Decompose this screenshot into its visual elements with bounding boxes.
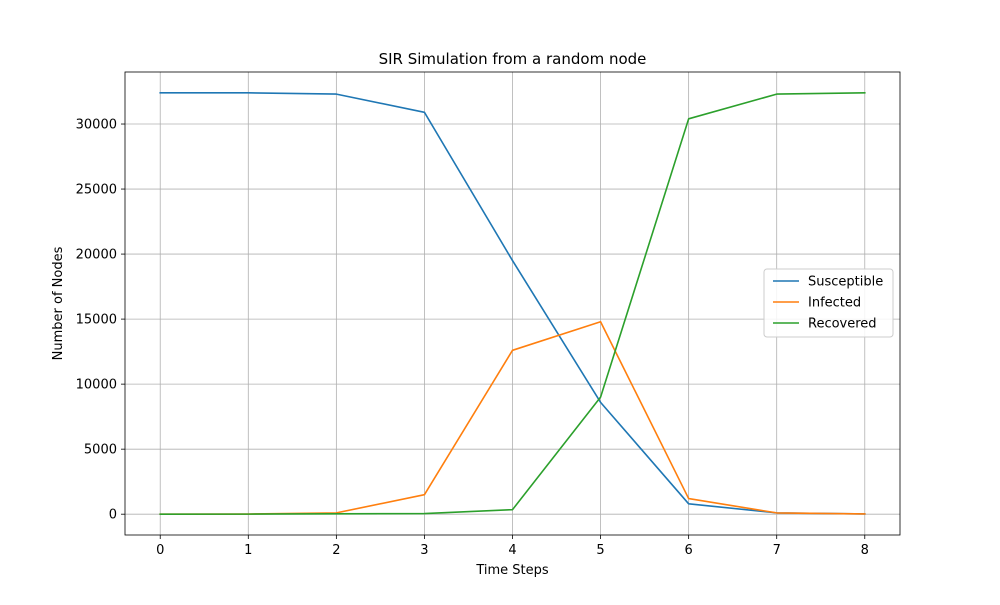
x-tick-label: 5 xyxy=(596,543,604,558)
x-axis-title: Time Steps xyxy=(475,563,549,578)
legend: Susceptible Infected Recovered xyxy=(763,268,894,338)
recovered-series-line xyxy=(159,91,866,515)
x-tick-label: 3 xyxy=(420,543,428,558)
series-lines xyxy=(159,91,866,515)
y-tick-label: 30000 xyxy=(76,118,117,133)
x-tick-label: 1 xyxy=(244,543,252,558)
y-axis-ticks: 0 5000 10000 15000 20000 25000 30000 xyxy=(76,118,125,523)
x-tick-label: 6 xyxy=(684,543,692,558)
y-tick-label: 20000 xyxy=(76,248,117,263)
x-tick-label: 7 xyxy=(773,543,781,558)
y-tick-label: 0 xyxy=(109,508,117,523)
y-tick-label: 10000 xyxy=(76,378,117,393)
legend-label-susceptible: Susceptible xyxy=(808,275,883,290)
x-tick-label: 8 xyxy=(861,543,869,558)
susceptible-series-line xyxy=(159,92,866,515)
chart-title: SIR Simulation from a random node xyxy=(379,50,647,68)
legend-box xyxy=(763,268,894,338)
y-tick-label: 5000 xyxy=(84,443,117,458)
y-axis-title: Number of Nodes xyxy=(51,246,66,360)
y-tick-label: 15000 xyxy=(76,313,117,328)
legend-label-recovered: Recovered xyxy=(808,317,877,332)
x-tick-label: 2 xyxy=(332,543,340,558)
y-tick-label: 25000 xyxy=(76,183,117,198)
x-axis-ticks: 0 1 2 3 4 5 6 7 8 xyxy=(156,535,869,558)
x-tick-label: 0 xyxy=(156,543,164,558)
legend-label-infected: Infected xyxy=(808,296,861,311)
x-tick-label: 4 xyxy=(508,543,516,558)
